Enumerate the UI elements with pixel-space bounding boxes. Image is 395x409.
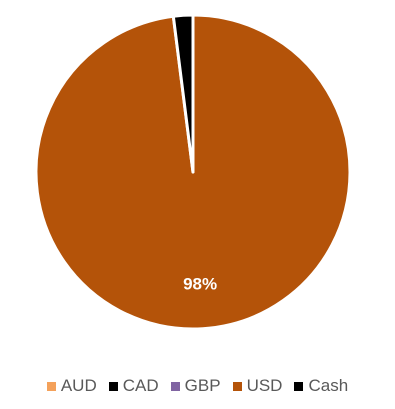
legend-swatch-usd: [232, 381, 242, 391]
legend-item-cad: CAD: [108, 376, 159, 396]
legend-label-usd: USD: [246, 376, 283, 395]
legend-swatch-gbp: [170, 381, 180, 391]
legend-item-usd: USD: [232, 376, 283, 396]
legend-item-aud: AUD: [46, 376, 97, 396]
pie-data-labels: 98%: [183, 274, 217, 293]
pie-slice-cash: [171, 13, 195, 174]
legend-swatch-cash: [294, 381, 304, 391]
legend-label-cad: CAD: [122, 376, 159, 395]
legend-item-gbp: GBP: [170, 376, 221, 396]
legend-label-gbp: GBP: [184, 376, 221, 395]
pie-slices: [34, 13, 352, 331]
legend-swatch-aud: [46, 381, 56, 391]
legend-label-cash: Cash: [308, 376, 349, 395]
chart-legend: AUD CAD GBP USD Cash: [0, 376, 395, 396]
legend-swatch-cad: [108, 381, 118, 391]
legend-item-cash: Cash: [294, 376, 348, 396]
legend-label-aud: AUD: [60, 376, 97, 395]
data-label-usd: 98%: [183, 274, 217, 293]
